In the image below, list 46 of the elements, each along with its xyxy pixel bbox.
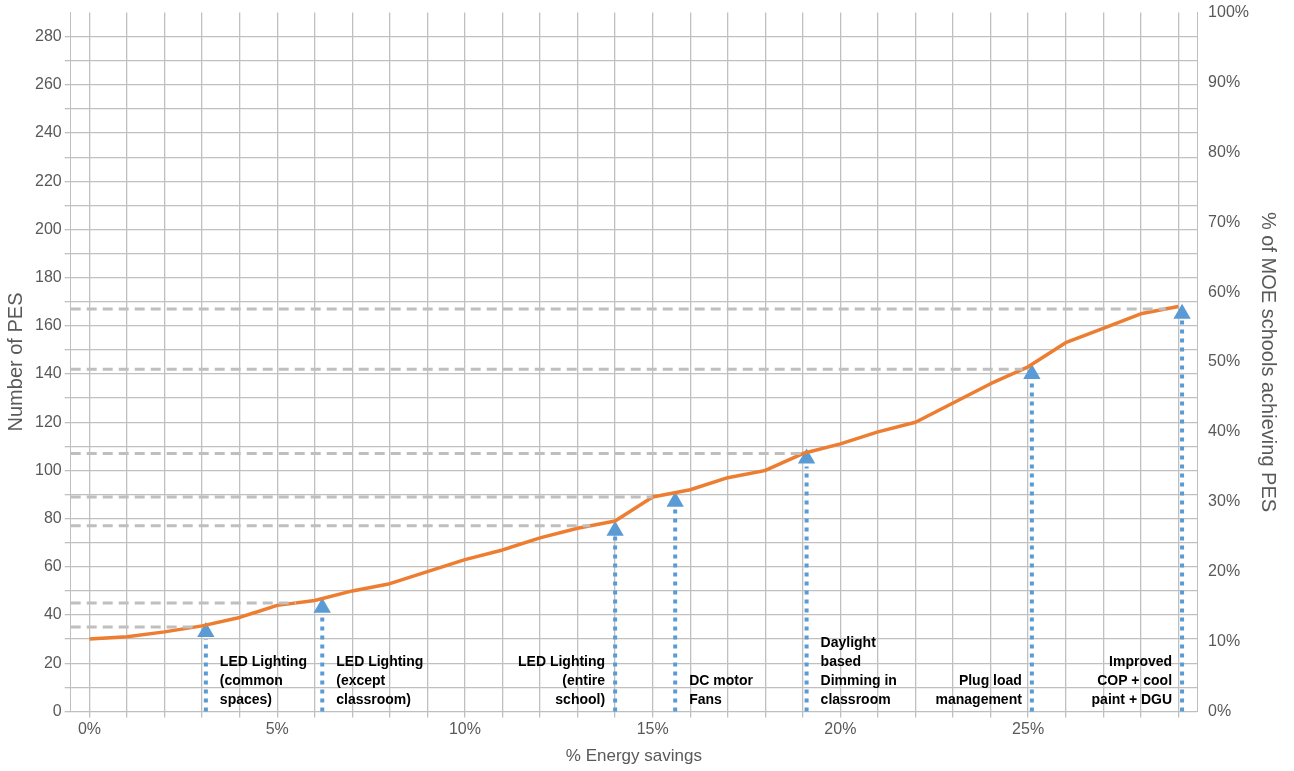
y2-tick-label: 10% bbox=[1208, 631, 1241, 649]
point bbox=[197, 621, 215, 637]
y-tick-label: 220 bbox=[34, 171, 62, 189]
y-tick-label: 180 bbox=[34, 268, 62, 286]
y-tick-label: 60 bbox=[43, 557, 62, 575]
x-tick-label: 5% bbox=[265, 720, 289, 738]
y-axis-title: Number of PES bbox=[3, 292, 26, 432]
x-tick-label: 15% bbox=[636, 720, 669, 738]
y-tick-label: 120 bbox=[34, 412, 62, 430]
point bbox=[1023, 364, 1041, 380]
y-tick-label: 0 bbox=[52, 701, 62, 719]
x-tick-label: 10% bbox=[448, 720, 481, 738]
y-tick-label: 280 bbox=[34, 27, 62, 45]
point bbox=[1173, 303, 1191, 319]
x-axis-title: % Energy savings bbox=[565, 746, 702, 766]
ref-line-label: LED Lighting (common spaces) bbox=[219, 653, 307, 708]
y-tick-label: 80 bbox=[43, 509, 62, 527]
y-tick-label: 200 bbox=[34, 219, 62, 237]
y-tick-label: 240 bbox=[34, 123, 62, 141]
point bbox=[606, 520, 624, 536]
y-tick-label: 140 bbox=[34, 364, 62, 382]
ref-line-label: LED Lighting (entire school) bbox=[518, 653, 606, 708]
x-tick-label: 20% bbox=[824, 720, 857, 738]
ref-line-label: Daylight based Dimming in classroom bbox=[820, 634, 897, 708]
y2-axis-title: % of MOE schools achieving PES bbox=[1258, 211, 1281, 513]
y2-tick-label: 50% bbox=[1208, 352, 1241, 370]
y2-tick-label: 80% bbox=[1208, 142, 1241, 160]
y2-tick-label: 20% bbox=[1208, 562, 1241, 580]
y-tick-label: 260 bbox=[34, 75, 62, 93]
x-tick-label: 25% bbox=[1012, 720, 1045, 738]
ref-line-label: LED Lighting (except classroom) bbox=[336, 653, 424, 708]
y-tick-label: 20 bbox=[43, 653, 62, 671]
y2-tick-label: 70% bbox=[1208, 212, 1241, 230]
y2-tick-label: 100% bbox=[1208, 3, 1249, 21]
ref-line-label: Plug load management bbox=[935, 672, 1023, 708]
y2-tick-label: 90% bbox=[1208, 72, 1241, 90]
y2-tick-label: 30% bbox=[1208, 492, 1241, 510]
ref-line-label: Improved COP + cool paint + DGU bbox=[1091, 653, 1173, 708]
y2-tick-label: 0% bbox=[1208, 701, 1232, 719]
y-tick-label: 160 bbox=[34, 316, 62, 334]
y-tick-label: 40 bbox=[43, 605, 62, 623]
y2-tick-label: 60% bbox=[1208, 282, 1241, 300]
x-tick-label: 0% bbox=[77, 720, 102, 738]
y-tick-label: 100 bbox=[34, 460, 62, 478]
ref-line-label: DC motor Fans bbox=[689, 672, 754, 708]
y2-tick-label: 40% bbox=[1208, 422, 1241, 440]
